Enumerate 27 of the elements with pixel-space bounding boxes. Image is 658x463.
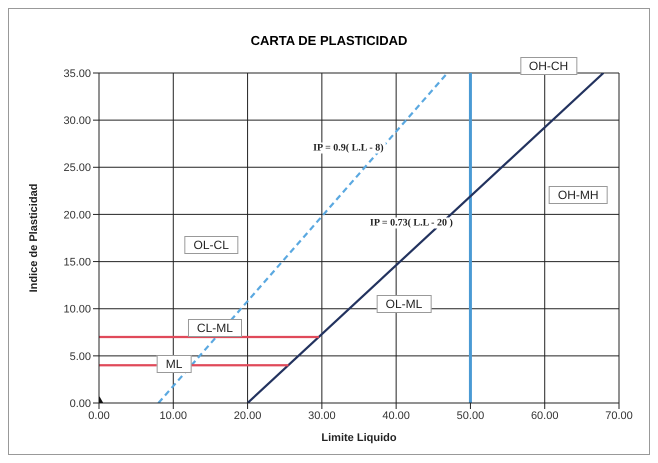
annotation: CL-ML (188, 319, 242, 338)
x-axis-title: Limite Liquido (321, 432, 397, 444)
y-tick-label: 30.00 (63, 115, 91, 128)
annotation: OL-ML (376, 294, 432, 313)
y-tick-label: 25.00 (63, 162, 91, 174)
x-tick-label: 70.00 (605, 410, 633, 422)
y-tick-label: 15.00 (63, 256, 91, 268)
x-tick-label: 40.00 (382, 410, 410, 422)
y-tick-label: 35.00 (63, 68, 91, 80)
x-tick-label: 30.00 (308, 410, 336, 422)
x-tick-label: 0.00 (88, 410, 110, 422)
annotation: ML (156, 354, 192, 373)
y-axis-title: Indice de Plasticidad (28, 184, 40, 292)
x-tick-label: 50.00 (456, 410, 484, 422)
text: OH-CH (520, 56, 578, 75)
x-tick-label: 20.00 (234, 410, 262, 422)
x-tick-label: 10.00 (160, 410, 188, 422)
y-tick-label: 20.00 (63, 209, 91, 222)
annotation: IP = 0.73( L.L - 20 ) (368, 218, 455, 229)
annotation: OL-CL (184, 236, 238, 254)
annotation: OH-MH (548, 186, 608, 204)
y-tick-label: 0.00 (70, 398, 91, 410)
annotation: IP = 0.9( L.L - 8) (311, 142, 386, 154)
y-tick-label: 10.00 (63, 304, 91, 316)
chart-title: CARTA DE PLASTICIDAD (250, 33, 408, 48)
y-tick-label: 5.00 (70, 350, 91, 363)
x-tick-label: 60.00 (530, 410, 558, 422)
